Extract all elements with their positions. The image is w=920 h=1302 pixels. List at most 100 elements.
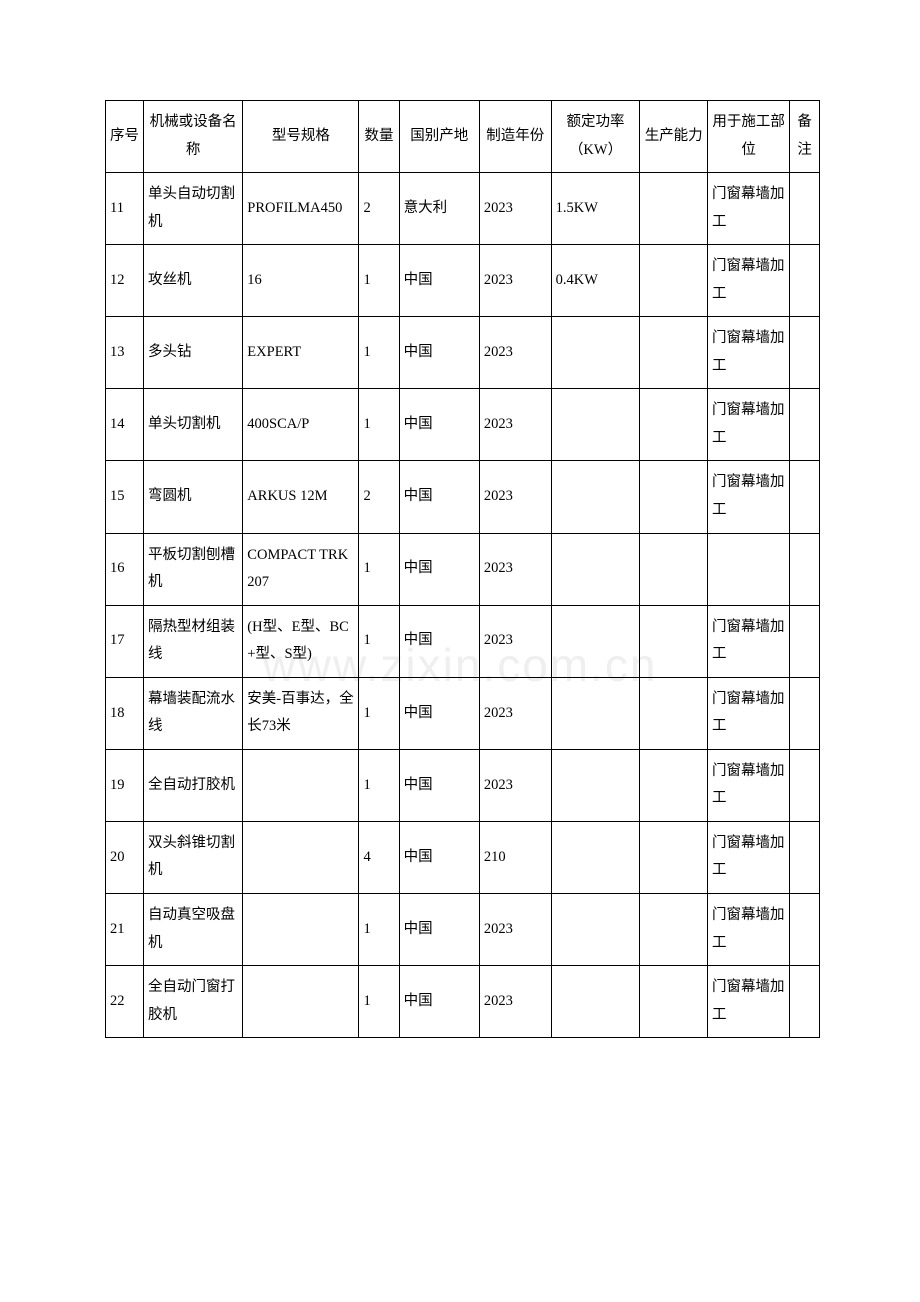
- cell-seq: 12: [106, 245, 144, 317]
- cell-power: 1.5KW: [551, 173, 640, 245]
- cell-seq: 17: [106, 605, 144, 677]
- col-name: 机械或设备名称: [144, 101, 243, 173]
- table-row: 14单头切割机400SCA/P1中国2023门窗幕墙加工: [106, 389, 820, 461]
- cell-model: (H型、E型、BC+型、S型): [243, 605, 359, 677]
- cell-power: [551, 894, 640, 966]
- cell-name: 单头自动切割机: [144, 173, 243, 245]
- cell-model: [243, 749, 359, 821]
- cell-name: 弯圆机: [144, 461, 243, 533]
- col-year: 制造年份: [479, 101, 551, 173]
- cell-cap: [640, 317, 708, 389]
- cell-model: 16: [243, 245, 359, 317]
- cell-name: 多头钻: [144, 317, 243, 389]
- cell-cap: [640, 605, 708, 677]
- cell-origin: 中国: [399, 677, 479, 749]
- cell-seq: 15: [106, 461, 144, 533]
- table-row: 22全自动门窗打胶机1中国2023门窗幕墙加工: [106, 966, 820, 1038]
- cell-cap: [640, 821, 708, 893]
- cell-qty: 2: [359, 461, 399, 533]
- cell-name: 全自动门窗打胶机: [144, 966, 243, 1038]
- cell-use: 门窗幕墙加工: [707, 173, 789, 245]
- cell-note: [790, 317, 820, 389]
- cell-year: 2023: [479, 245, 551, 317]
- cell-year: 2023: [479, 533, 551, 605]
- cell-seq: 20: [106, 821, 144, 893]
- cell-cap: [640, 245, 708, 317]
- cell-note: [790, 605, 820, 677]
- cell-year: 2023: [479, 389, 551, 461]
- cell-power: [551, 749, 640, 821]
- cell-seq: 16: [106, 533, 144, 605]
- cell-use: 门窗幕墙加工: [707, 894, 789, 966]
- cell-power: [551, 461, 640, 533]
- table-row: 12攻丝机161中国20230.4KW门窗幕墙加工: [106, 245, 820, 317]
- cell-origin: 中国: [399, 605, 479, 677]
- cell-use: [707, 533, 789, 605]
- cell-qty: 1: [359, 749, 399, 821]
- cell-origin: 中国: [399, 317, 479, 389]
- cell-cap: [640, 173, 708, 245]
- cell-cap: [640, 677, 708, 749]
- cell-qty: 2: [359, 173, 399, 245]
- cell-name: 全自动打胶机: [144, 749, 243, 821]
- cell-qty: 4: [359, 821, 399, 893]
- cell-year: 2023: [479, 966, 551, 1038]
- cell-model: 400SCA/P: [243, 389, 359, 461]
- cell-use: 门窗幕墙加工: [707, 966, 789, 1038]
- cell-origin: 意大利: [399, 173, 479, 245]
- cell-use: 门窗幕墙加工: [707, 749, 789, 821]
- cell-qty: 1: [359, 245, 399, 317]
- cell-note: [790, 533, 820, 605]
- cell-note: [790, 461, 820, 533]
- col-note: 备注: [790, 101, 820, 173]
- cell-power: [551, 389, 640, 461]
- cell-power: [551, 605, 640, 677]
- cell-name: 自动真空吸盘机: [144, 894, 243, 966]
- cell-note: [790, 894, 820, 966]
- cell-use: 门窗幕墙加工: [707, 317, 789, 389]
- cell-seq: 14: [106, 389, 144, 461]
- col-model: 型号规格: [243, 101, 359, 173]
- cell-model: [243, 821, 359, 893]
- cell-seq: 21: [106, 894, 144, 966]
- cell-cap: [640, 461, 708, 533]
- table-body: 11单头自动切割机PROFILMA4502意大利20231.5KW门窗幕墙加工1…: [106, 173, 820, 1038]
- col-qty: 数量: [359, 101, 399, 173]
- cell-origin: 中国: [399, 389, 479, 461]
- cell-qty: 1: [359, 966, 399, 1038]
- table-row: 13多头钻EXPERT1中国2023门窗幕墙加工: [106, 317, 820, 389]
- col-cap: 生产能力: [640, 101, 708, 173]
- cell-year: 2023: [479, 461, 551, 533]
- cell-use: 门窗幕墙加工: [707, 461, 789, 533]
- cell-model: 安美-百事达，全长73米: [243, 677, 359, 749]
- cell-power: [551, 533, 640, 605]
- cell-note: [790, 245, 820, 317]
- cell-seq: 18: [106, 677, 144, 749]
- cell-cap: [640, 389, 708, 461]
- cell-note: [790, 821, 820, 893]
- cell-qty: 1: [359, 317, 399, 389]
- cell-origin: 中国: [399, 533, 479, 605]
- cell-model: ARKUS 12M: [243, 461, 359, 533]
- cell-origin: 中国: [399, 245, 479, 317]
- cell-model: [243, 966, 359, 1038]
- cell-year: 2023: [479, 677, 551, 749]
- cell-year: 2023: [479, 894, 551, 966]
- cell-use: 门窗幕墙加工: [707, 245, 789, 317]
- cell-cap: [640, 533, 708, 605]
- table-row: 20双头斜锥切割机4中国210门窗幕墙加工: [106, 821, 820, 893]
- cell-origin: 中国: [399, 966, 479, 1038]
- cell-seq: 11: [106, 173, 144, 245]
- table-row: 18幕墙装配流水线安美-百事达，全长73米1中国2023门窗幕墙加工: [106, 677, 820, 749]
- col-seq: 序号: [106, 101, 144, 173]
- col-origin: 国别产地: [399, 101, 479, 173]
- cell-year: 2023: [479, 317, 551, 389]
- cell-power: [551, 317, 640, 389]
- col-power: 额定功率（KW）: [551, 101, 640, 173]
- cell-origin: 中国: [399, 749, 479, 821]
- cell-use: 门窗幕墙加工: [707, 821, 789, 893]
- cell-power: [551, 677, 640, 749]
- cell-qty: 1: [359, 533, 399, 605]
- table-row: 16平板切割刨槽机COMPACT TRK 2071中国2023: [106, 533, 820, 605]
- col-use: 用于施工部位: [707, 101, 789, 173]
